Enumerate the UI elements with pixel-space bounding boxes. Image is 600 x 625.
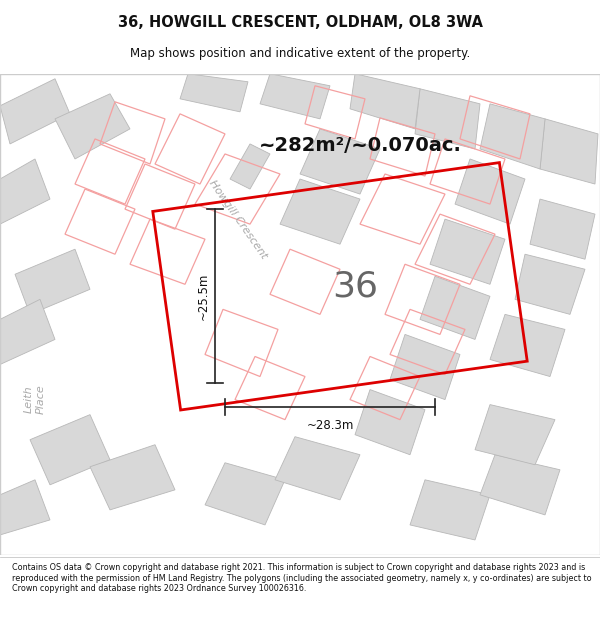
Polygon shape [0, 134, 130, 214]
Polygon shape [90, 445, 175, 510]
Polygon shape [275, 437, 360, 500]
Text: ~282m²/~0.070ac.: ~282m²/~0.070ac. [259, 136, 461, 156]
Polygon shape [0, 79, 70, 144]
Polygon shape [400, 354, 560, 555]
Polygon shape [355, 389, 425, 455]
Polygon shape [540, 119, 598, 184]
Polygon shape [205, 462, 285, 525]
Polygon shape [15, 249, 90, 314]
Polygon shape [455, 159, 525, 224]
Polygon shape [300, 129, 380, 194]
Polygon shape [0, 299, 55, 364]
Polygon shape [55, 94, 130, 159]
Polygon shape [130, 414, 270, 555]
Polygon shape [475, 404, 555, 465]
Text: Map shows position and indicative extent of the property.: Map shows position and indicative extent… [130, 47, 470, 59]
Polygon shape [415, 89, 480, 149]
Polygon shape [30, 414, 110, 485]
Polygon shape [0, 480, 50, 535]
Polygon shape [390, 334, 460, 399]
Polygon shape [480, 455, 560, 515]
Text: Howgill Crescent: Howgill Crescent [207, 178, 269, 261]
Polygon shape [490, 314, 565, 376]
Polygon shape [230, 74, 580, 455]
Polygon shape [515, 254, 585, 314]
Polygon shape [230, 144, 270, 189]
Polygon shape [350, 74, 420, 129]
Text: Contains OS data © Crown copyright and database right 2021. This information is : Contains OS data © Crown copyright and d… [12, 563, 592, 593]
Text: ~28.3m: ~28.3m [307, 419, 353, 432]
Text: Leith
Place: Leith Place [24, 385, 46, 414]
Polygon shape [530, 199, 595, 259]
Polygon shape [0, 394, 120, 535]
Polygon shape [430, 219, 505, 284]
Polygon shape [410, 480, 490, 540]
Text: ~25.5m: ~25.5m [197, 272, 210, 319]
Text: 36, HOWGILL CRESCENT, OLDHAM, OL8 3WA: 36, HOWGILL CRESCENT, OLDHAM, OL8 3WA [118, 14, 482, 29]
Polygon shape [280, 179, 360, 244]
Polygon shape [480, 104, 545, 169]
Polygon shape [0, 194, 170, 414]
Polygon shape [180, 74, 248, 112]
Polygon shape [420, 276, 490, 339]
Text: 36: 36 [332, 269, 378, 303]
Polygon shape [0, 159, 50, 224]
Polygon shape [260, 74, 330, 119]
